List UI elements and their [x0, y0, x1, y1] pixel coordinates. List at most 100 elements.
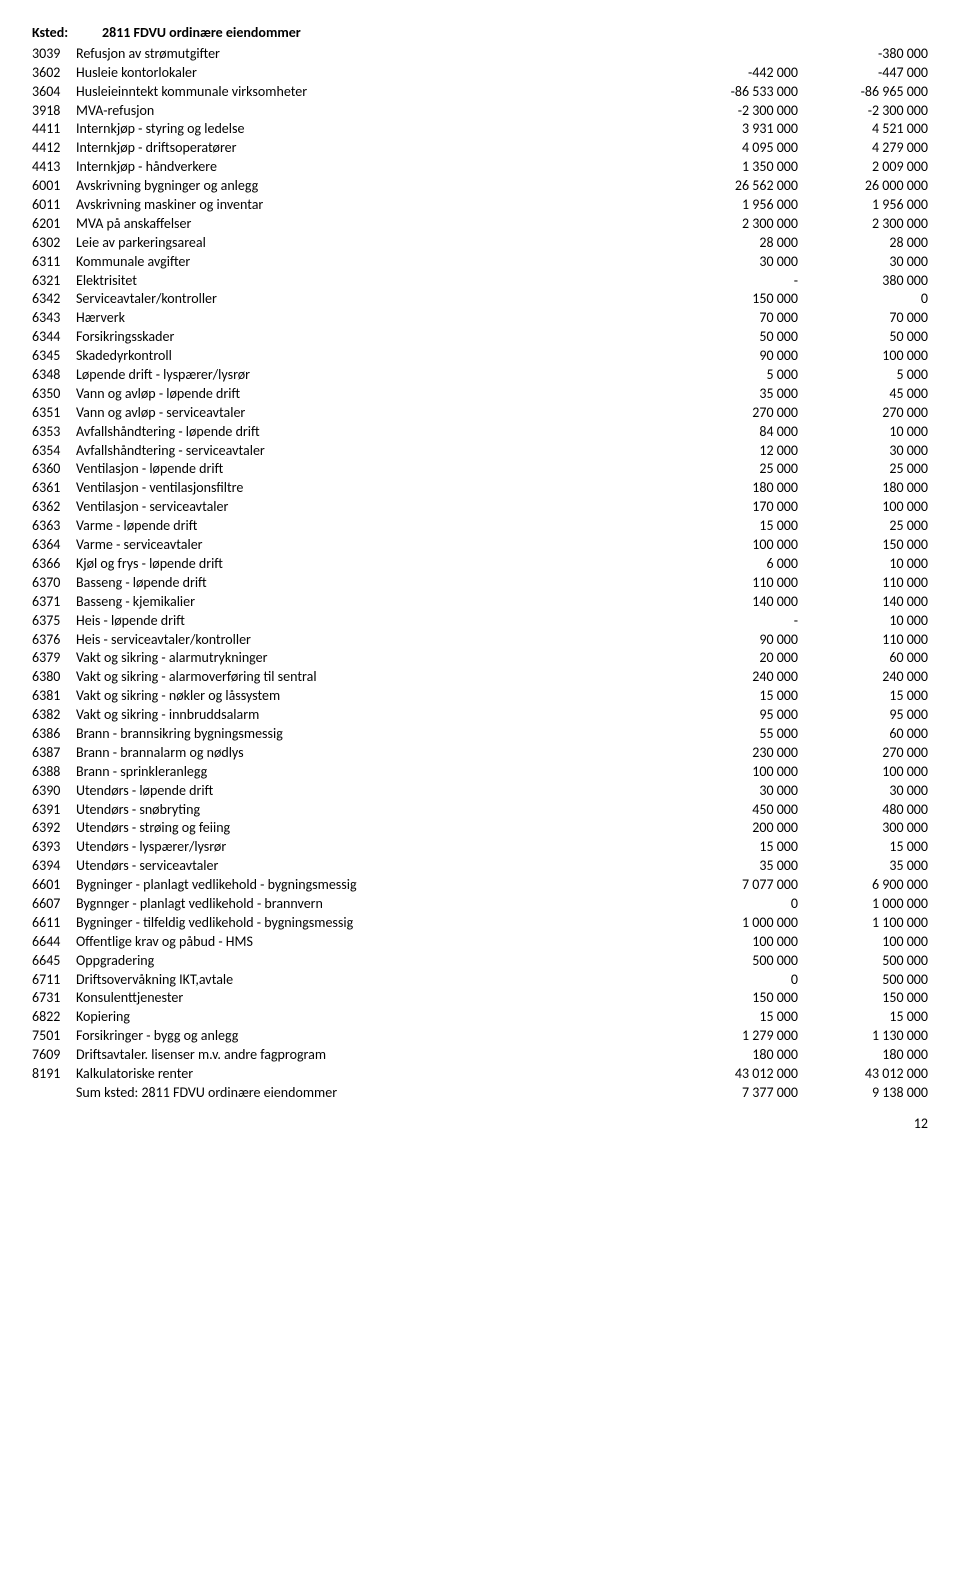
- row-label: Varme - løpende drift: [76, 517, 668, 536]
- table-row: 6001Avskrivning bygninger og anlegg26 56…: [32, 177, 928, 196]
- table-row: 6360Ventilasjon - løpende drift25 00025 …: [32, 460, 928, 479]
- section-header: Ksted: 2811 FDVU ordinære eiendommer: [32, 24, 928, 43]
- row-col2: 28 000: [798, 234, 928, 253]
- row-code: 6001: [32, 177, 76, 196]
- row-col1: 15 000: [668, 838, 798, 857]
- row-col1: 15 000: [668, 1008, 798, 1027]
- table-row: 6711Driftsovervåkning IKT,avtale0500 000: [32, 971, 928, 990]
- row-col1: 100 000: [668, 763, 798, 782]
- row-label: Leie av parkeringsareal: [76, 234, 668, 253]
- row-col2: -2 300 000: [798, 102, 928, 121]
- row-code: 6386: [32, 725, 76, 744]
- row-code: 4411: [32, 120, 76, 139]
- row-col2: 15 000: [798, 1008, 928, 1027]
- row-col1: -: [668, 612, 798, 631]
- row-col1: 15 000: [668, 687, 798, 706]
- header-title: 2811 FDVU ordinære eiendommer: [102, 24, 301, 43]
- row-col1: -2 300 000: [668, 102, 798, 121]
- table-row: 6601Bygninger - planlagt vedlikehold - b…: [32, 876, 928, 895]
- row-label: Ventilasjon - ventilasjonsfiltre: [76, 479, 668, 498]
- table-row: 6354Avfallshåndtering - serviceavtaler12…: [32, 442, 928, 461]
- row-col2: 4 521 000: [798, 120, 928, 139]
- row-code: 6351: [32, 404, 76, 423]
- table-row: 6011Avskrivning maskiner og inventar1 95…: [32, 196, 928, 215]
- row-col2: 140 000: [798, 593, 928, 612]
- row-label: Internkjøp - driftsoperatører: [76, 139, 668, 158]
- row-code: 6321: [32, 272, 76, 291]
- row-label: Vakt og sikring - alarmutrykninger: [76, 649, 668, 668]
- row-label: Skadedyrkontroll: [76, 347, 668, 366]
- row-col1: 100 000: [668, 536, 798, 555]
- table-row: 6387Brann - brannalarm og nødlys230 0002…: [32, 744, 928, 763]
- row-col2: 60 000: [798, 649, 928, 668]
- row-col1: 0: [668, 971, 798, 990]
- row-col2: 110 000: [798, 631, 928, 650]
- row-col1: 35 000: [668, 385, 798, 404]
- row-col2: 70 000: [798, 309, 928, 328]
- table-row: 6321Elektrisitet-380 000: [32, 272, 928, 291]
- row-label: Kopiering: [76, 1008, 668, 1027]
- row-col2: 95 000: [798, 706, 928, 725]
- row-label: MVA på anskaffelser: [76, 215, 668, 234]
- table-row: 6361Ventilasjon - ventilasjonsfiltre180 …: [32, 479, 928, 498]
- row-label: MVA-refusjon: [76, 102, 668, 121]
- row-code: 6362: [32, 498, 76, 517]
- row-col2: 43 012 000: [798, 1065, 928, 1084]
- row-col1: 180 000: [668, 479, 798, 498]
- row-code: 6343: [32, 309, 76, 328]
- row-code: 6607: [32, 895, 76, 914]
- row-label: Ventilasjon - serviceavtaler: [76, 498, 668, 517]
- row-col2: 500 000: [798, 952, 928, 971]
- row-label: Basseng - kjemikalier: [76, 593, 668, 612]
- table-row: 6388Brann - sprinkleranlegg100 000100 00…: [32, 763, 928, 782]
- budget-table: 3039Refusjon av strømutgifter-380 000360…: [32, 45, 928, 1084]
- row-code: 6394: [32, 857, 76, 876]
- row-col2: 100 000: [798, 498, 928, 517]
- row-label: Vann og avløp - løpende drift: [76, 385, 668, 404]
- row-label: Kommunale avgifter: [76, 253, 668, 272]
- table-row: 3604Husleieinntekt kommunale virksomhete…: [32, 83, 928, 102]
- page-number: 12: [32, 1115, 928, 1134]
- row-col2: 180 000: [798, 1046, 928, 1065]
- row-label: Bygnnger - planlagt vedlikehold - brannv…: [76, 895, 668, 914]
- row-code: 8191: [32, 1065, 76, 1084]
- row-label: Vakt og sikring - alarmoverføring til se…: [76, 668, 668, 687]
- row-code: 6379: [32, 649, 76, 668]
- row-label: Heis - serviceavtaler/kontroller: [76, 631, 668, 650]
- row-col2: 270 000: [798, 404, 928, 423]
- table-row: 6611Bygninger - tilfeldig vedlikehold - …: [32, 914, 928, 933]
- row-col2: 150 000: [798, 536, 928, 555]
- row-code: 6350: [32, 385, 76, 404]
- table-row: 6353Avfallshåndtering - løpende drift84 …: [32, 423, 928, 442]
- table-row: 4413Internkjøp - håndverkere1 350 0002 0…: [32, 158, 928, 177]
- row-code: 6348: [32, 366, 76, 385]
- table-row: 6379Vakt og sikring - alarmutrykninger20…: [32, 649, 928, 668]
- row-label: Oppgradering: [76, 952, 668, 971]
- row-code: 6353: [32, 423, 76, 442]
- row-col2: 150 000: [798, 989, 928, 1008]
- row-label: Basseng - løpende drift: [76, 574, 668, 593]
- table-row: 6342Serviceavtaler/kontroller150 0000: [32, 290, 928, 309]
- row-col2: 15 000: [798, 687, 928, 706]
- row-code: 6393: [32, 838, 76, 857]
- row-code: 6601: [32, 876, 76, 895]
- row-col2: 25 000: [798, 460, 928, 479]
- table-row: 6393Utendørs - lyspærer/lysrør15 00015 0…: [32, 838, 928, 857]
- row-col1: 140 000: [668, 593, 798, 612]
- row-col2: 60 000: [798, 725, 928, 744]
- row-col2: 380 000: [798, 272, 928, 291]
- row-col2: 10 000: [798, 612, 928, 631]
- row-label: Brann - brannsikring bygningsmessig: [76, 725, 668, 744]
- row-col1: 4 095 000: [668, 139, 798, 158]
- row-label: Vakt og sikring - innbruddsalarm: [76, 706, 668, 725]
- row-code: 6711: [32, 971, 76, 990]
- row-col1: 270 000: [668, 404, 798, 423]
- table-row: 7501Forsikringer - bygg og anlegg1 279 0…: [32, 1027, 928, 1046]
- row-col2: 5 000: [798, 366, 928, 385]
- row-code: 6391: [32, 801, 76, 820]
- row-label: Brann - sprinkleranlegg: [76, 763, 668, 782]
- row-col2: 25 000: [798, 517, 928, 536]
- row-code: 6390: [32, 782, 76, 801]
- table-row: 6302Leie av parkeringsareal28 00028 000: [32, 234, 928, 253]
- row-col1: 2 300 000: [668, 215, 798, 234]
